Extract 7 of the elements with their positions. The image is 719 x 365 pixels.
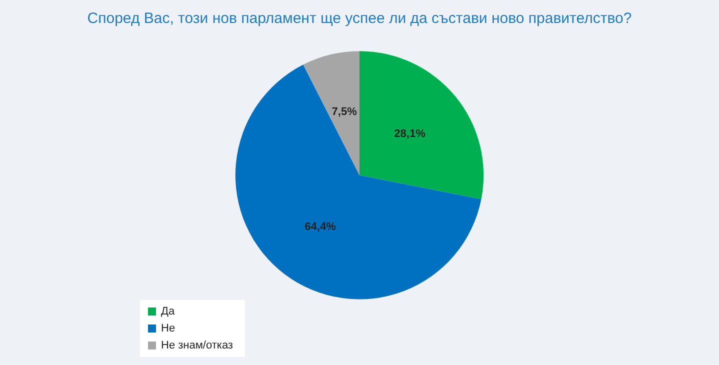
legend-label: Не знам/отказ	[161, 340, 233, 352]
legend-label: Да	[161, 306, 176, 318]
data-label: 28,1%	[394, 128, 426, 140]
data-label: 64,4%	[304, 221, 336, 234]
data-label: 7,5%	[332, 106, 358, 118]
chart-title: Според Вас, този нов парламент ще успее ли да състави ново правителство?	[87, 10, 632, 27]
legend-label: Не	[161, 322, 176, 334]
